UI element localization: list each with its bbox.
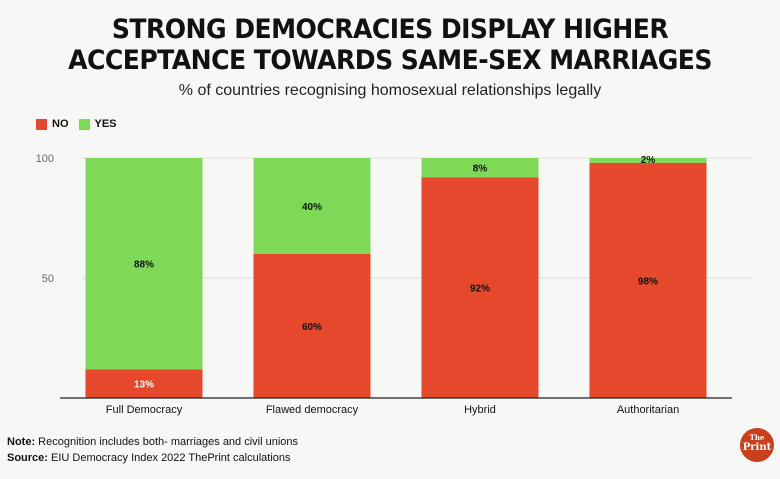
footnotes: Note: Recognition includes both- marriag… xyxy=(7,434,298,466)
legend-swatch-yes xyxy=(78,118,90,130)
data-label: 13% xyxy=(134,380,154,391)
legend-swatch-no xyxy=(36,118,47,130)
bar-segment-no xyxy=(85,369,203,398)
theprint-logo: The Print xyxy=(740,428,774,462)
x-tick-label: Authoritarian xyxy=(617,404,679,416)
note-text: Recognition includes both- marriages and… xyxy=(35,436,299,448)
data-label: 98% xyxy=(638,276,658,287)
logo-text-the: The xyxy=(749,433,765,442)
bar-segment-no xyxy=(253,254,371,398)
legend-item-no: NO xyxy=(36,118,69,130)
bar-segment-no xyxy=(589,162,707,398)
data-label: 8% xyxy=(473,164,488,175)
y-tick-label: 50 xyxy=(42,273,54,285)
legend-label-no: NO xyxy=(52,118,69,130)
note-line: Note: Recognition includes both- marriag… xyxy=(7,434,298,450)
x-tick-label: Full Democracy xyxy=(106,404,183,416)
bar-segment-yes xyxy=(589,158,707,163)
legend: NO YES xyxy=(36,118,127,130)
source-text: EIU Democracy Index 2022 ThePrint calcul… xyxy=(47,452,291,464)
legend-item-yes: YES xyxy=(78,118,117,130)
data-label: 60% xyxy=(302,322,322,333)
chart-title: STRONG DEMOCRACIES DISPLAY HIGHER ACCEPT… xyxy=(27,14,752,76)
note-label: Note: xyxy=(7,436,36,448)
legend-label-yes: YES xyxy=(94,118,117,130)
source-line: Source: EIU Democracy Index 2022 ThePrin… xyxy=(7,450,298,466)
data-label: 92% xyxy=(470,284,490,295)
bar-segment-yes xyxy=(85,158,203,370)
x-tick-label: Hybrid xyxy=(464,404,496,416)
y-tick-label: 100 xyxy=(36,153,54,165)
data-label: 2% xyxy=(641,155,656,166)
chart-subtitle: % of countries recognising homosexual re… xyxy=(178,82,602,99)
title-line-2: ACCEPTANCE TOWARDS SAME-SEX MARRIAGES xyxy=(68,45,712,76)
title-line-1: STRONG DEMOCRACIES DISPLAY HIGHER xyxy=(111,14,669,45)
bar-segment-yes xyxy=(253,158,371,254)
source-label: Source: xyxy=(7,452,48,464)
data-label: 88% xyxy=(134,260,154,271)
x-tick-label: Flawed democracy xyxy=(266,404,359,416)
data-label: 40% xyxy=(302,202,322,213)
bar-segment-no xyxy=(421,177,539,398)
bar-segment-yes xyxy=(421,158,539,178)
logo-text-print: Print xyxy=(742,442,772,453)
